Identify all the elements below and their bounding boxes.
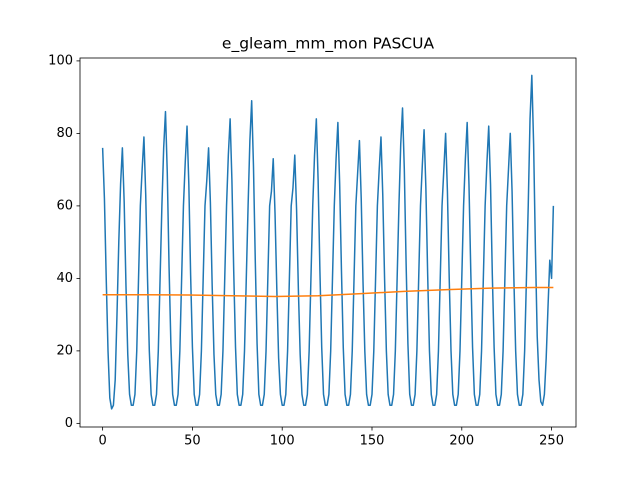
chart-title: e_gleam_mm_mon PASCUA bbox=[222, 35, 435, 54]
y-tick-label: 80 bbox=[56, 126, 73, 141]
x-tick-label: 200 bbox=[449, 434, 474, 449]
axes-frame bbox=[79, 57, 577, 428]
y-tick-label: 0 bbox=[65, 416, 73, 431]
x-tick-label: 150 bbox=[360, 434, 385, 449]
x-tick-label: 0 bbox=[98, 434, 106, 449]
line bbox=[101, 74, 555, 410]
x-tick-label: 100 bbox=[270, 434, 295, 449]
line bbox=[102, 286, 554, 298]
x-tick-label: 50 bbox=[184, 434, 201, 449]
y-tick-label: 60 bbox=[56, 198, 73, 213]
y-tick-label: 100 bbox=[48, 53, 73, 68]
x-tick-label: 250 bbox=[539, 434, 564, 449]
y-tick-label: 40 bbox=[56, 271, 73, 286]
y-tick-label: 20 bbox=[56, 343, 73, 358]
